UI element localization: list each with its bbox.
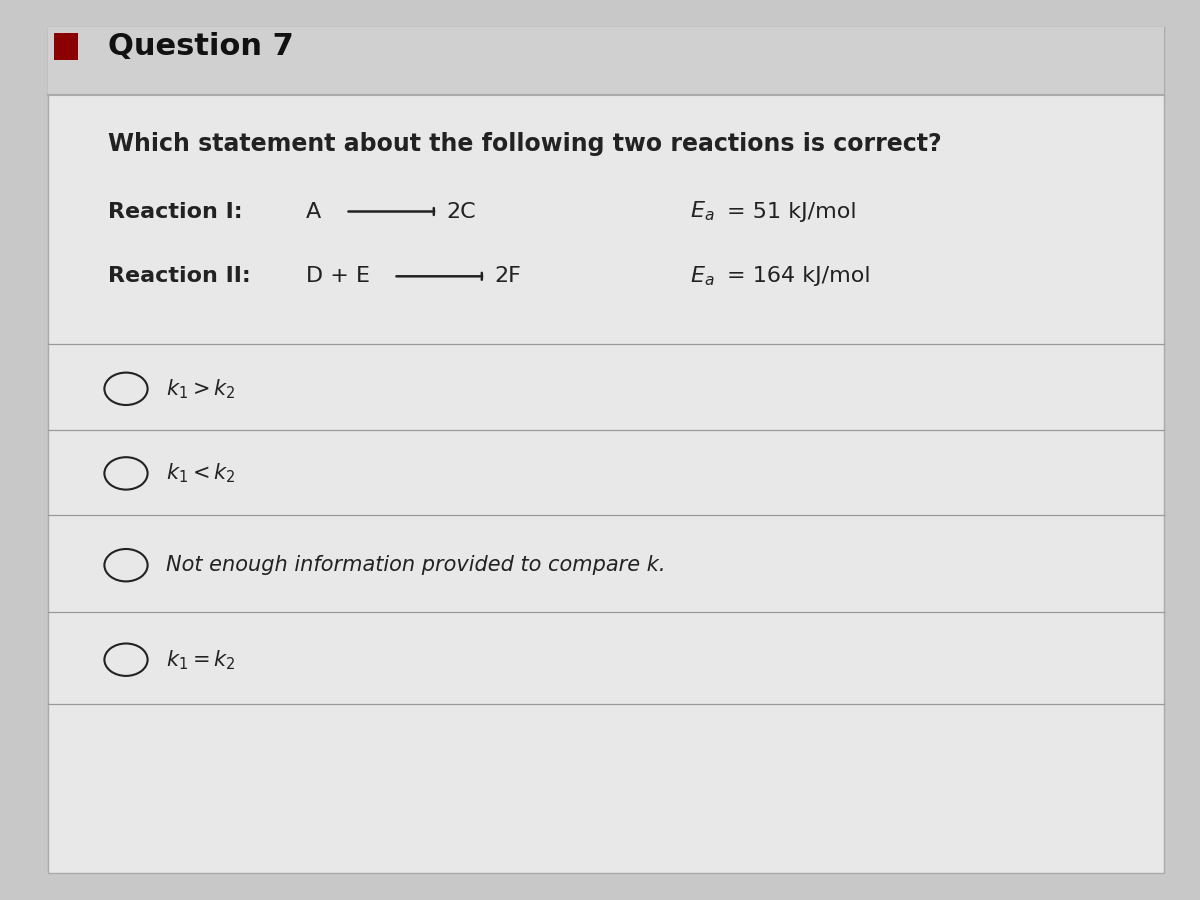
Text: $k_1 < k_2$: $k_1 < k_2$: [166, 462, 235, 485]
Text: Reaction I:: Reaction I:: [108, 202, 242, 221]
Text: Question 7: Question 7: [108, 32, 294, 61]
Text: $k_1 = k_2$: $k_1 = k_2$: [166, 648, 235, 671]
Text: A: A: [306, 202, 322, 221]
Text: = 51 kJ/mol: = 51 kJ/mol: [727, 202, 857, 221]
Text: D + E: D + E: [306, 266, 370, 286]
Text: 2F: 2F: [494, 266, 521, 286]
FancyBboxPatch shape: [48, 27, 1164, 873]
Text: Not enough information provided to compare k.: Not enough information provided to compa…: [166, 555, 665, 575]
Text: Reaction II:: Reaction II:: [108, 266, 251, 286]
Bar: [54, 33, 78, 60]
Text: = 164 kJ/mol: = 164 kJ/mol: [727, 266, 871, 286]
Text: Which statement about the following two reactions is correct?: Which statement about the following two …: [108, 132, 942, 156]
Text: $k_1 > k_2$: $k_1 > k_2$: [166, 377, 235, 400]
Text: 2C: 2C: [446, 202, 476, 221]
FancyBboxPatch shape: [48, 27, 1164, 94]
Text: $E_a$: $E_a$: [690, 265, 714, 288]
Text: $E_a$: $E_a$: [690, 200, 714, 223]
